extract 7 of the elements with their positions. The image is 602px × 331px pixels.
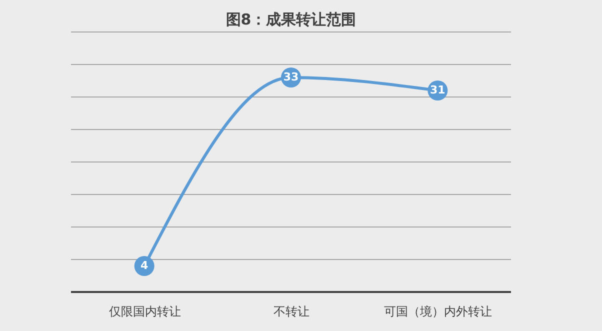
- data-label: 33: [283, 70, 299, 84]
- x-tick-label: 可国（境）内外转让: [384, 304, 492, 318]
- x-tick-label: 不转让: [274, 304, 310, 318]
- data-label: 31: [430, 84, 446, 96]
- chart-title: 图8：成果转让范围: [226, 10, 356, 28]
- data-label: 4: [140, 259, 149, 272]
- x-tick-label: 仅限国内转让: [108, 304, 181, 318]
